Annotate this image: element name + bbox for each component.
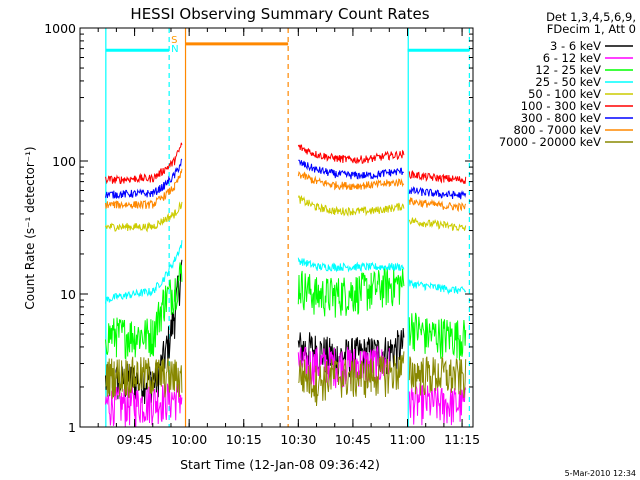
series-100_300keV [105,142,467,185]
y-tick-label: 10 [60,287,76,302]
legend-header-line: Det 1,3,4,5,6,9, [546,10,636,24]
series-6_12keV [105,346,467,427]
flag-label: S [171,35,177,46]
series-trace [105,201,183,233]
x-tick-label: 10:45 [335,432,371,447]
x-tick-label: 09:45 [117,432,153,447]
legend-header-line: FDecim 1, Att 0 [547,22,636,36]
series-7000_20000keV [105,351,467,407]
series-trace [298,351,405,407]
legend-label: 7000 - 20000 keV [499,135,601,149]
legend-header: Det 1,3,4,5,6,9,FDecim 1, Att 0 [546,10,636,36]
x-tick-label: 10:15 [226,432,262,447]
series-300_800keV [105,158,467,200]
series-800_7000keV [105,168,467,213]
legend-label: 800 - 7000 keV [513,123,601,137]
series-trace [297,194,405,217]
legend-label: 6 - 12 keV [543,51,601,65]
footer-timestamp: 5-Mar-2010 12:34 [565,469,636,478]
series-trace [105,356,183,399]
series-trace [408,217,467,232]
x-tick-label: 10:30 [280,432,316,447]
series-trace [408,197,467,213]
y-tick-label: 1000 [44,21,76,36]
legend-label: 100 - 300 keV [521,99,601,113]
series-trace [297,266,405,318]
x-tick-label: 11:15 [444,432,480,447]
series-trace [408,312,467,361]
chart-title: HESSI Observing Summary Count Rates [130,5,429,23]
series-trace [297,144,405,165]
series-trace [105,240,183,304]
series-50_100keV [105,194,467,233]
y-axis-label: Count Rate (s⁻¹ detector⁻¹) [23,146,37,309]
x-tick-label: 10:00 [171,432,207,447]
legend-label: 12 - 25 keV [535,63,601,77]
axes: 09:45 10:00 10:15 10:30 10:45 11:00 11:15 1 10 10… [44,21,480,447]
series-25_50keV [105,240,467,304]
series-trace [408,356,467,398]
series-trace [297,257,405,273]
series-trace [408,186,467,200]
series-trace [105,168,183,210]
series-trace [105,142,183,185]
x-axis-label: Start Time (12-Jan-08 09:36:42) [180,457,380,472]
series-trace [105,382,183,427]
series-trace [408,382,467,426]
legend-label: 3 - 6 keV [550,39,601,53]
series-trace [408,170,467,184]
y-tick-label: 100 [52,154,76,169]
legend-label: 25 - 50 keV [535,75,601,89]
plot-area [105,28,470,427]
plot-frame [79,27,474,428]
series-trace [297,170,405,191]
series-trace [408,279,467,295]
legend-label: 300 - 800 keV [521,111,601,125]
series-trace [297,346,390,389]
series-trace [298,159,405,180]
flag-label: N [171,44,178,55]
series-12_25keV [105,262,467,361]
x-tick-label: 11:00 [389,432,425,447]
series-trace [105,158,183,200]
y-tick-label: 1 [68,420,76,435]
series-trace [105,262,183,360]
legend-label: 50 - 100 keV [528,87,601,101]
